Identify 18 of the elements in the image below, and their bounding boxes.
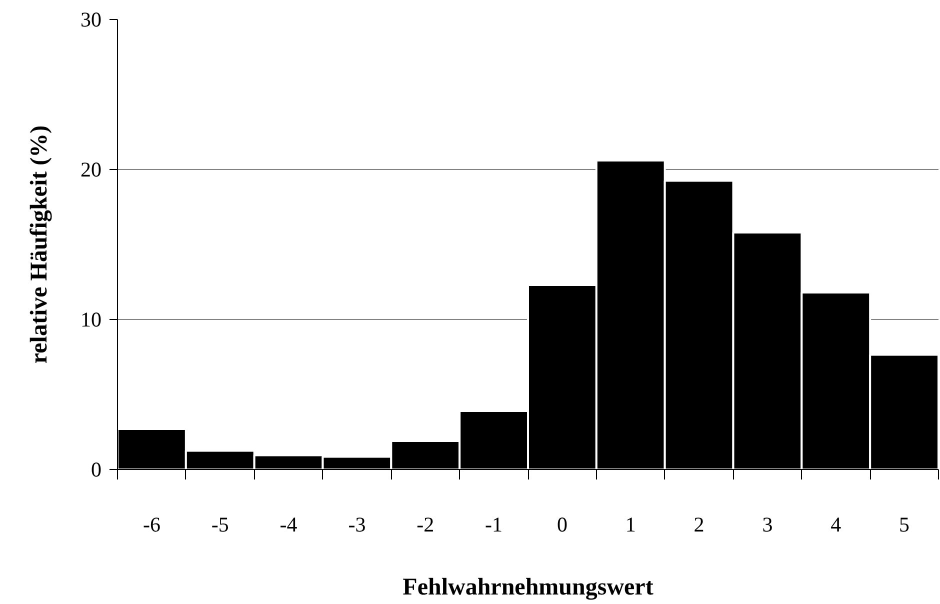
x-tick-label: -5 — [211, 512, 229, 536]
x-tick-label: 2 — [694, 512, 704, 536]
x-tick-label: -6 — [142, 512, 160, 536]
x-axis-title: Fehlwahrnehmungswert — [402, 574, 654, 600]
y-tick-label: 10 — [80, 308, 102, 332]
y-axis-title: relative Häufigkeit (%) — [26, 125, 52, 364]
x-tick-label: 4 — [830, 512, 842, 536]
x-tick-label: -3 — [348, 512, 366, 536]
y-tick-label: 30 — [80, 8, 102, 32]
x-tick-label: 5 — [899, 512, 910, 536]
x-tick-label: -1 — [485, 512, 503, 536]
x-tick-label: 3 — [762, 512, 773, 536]
x-tick-label: 1 — [625, 512, 636, 536]
x-tick-label: -2 — [416, 512, 434, 536]
y-tick-label: 20 — [80, 158, 102, 182]
y-tick-label: 0 — [91, 458, 102, 482]
x-tick-label: 0 — [556, 512, 568, 536]
x-tick-label: -4 — [280, 512, 298, 536]
